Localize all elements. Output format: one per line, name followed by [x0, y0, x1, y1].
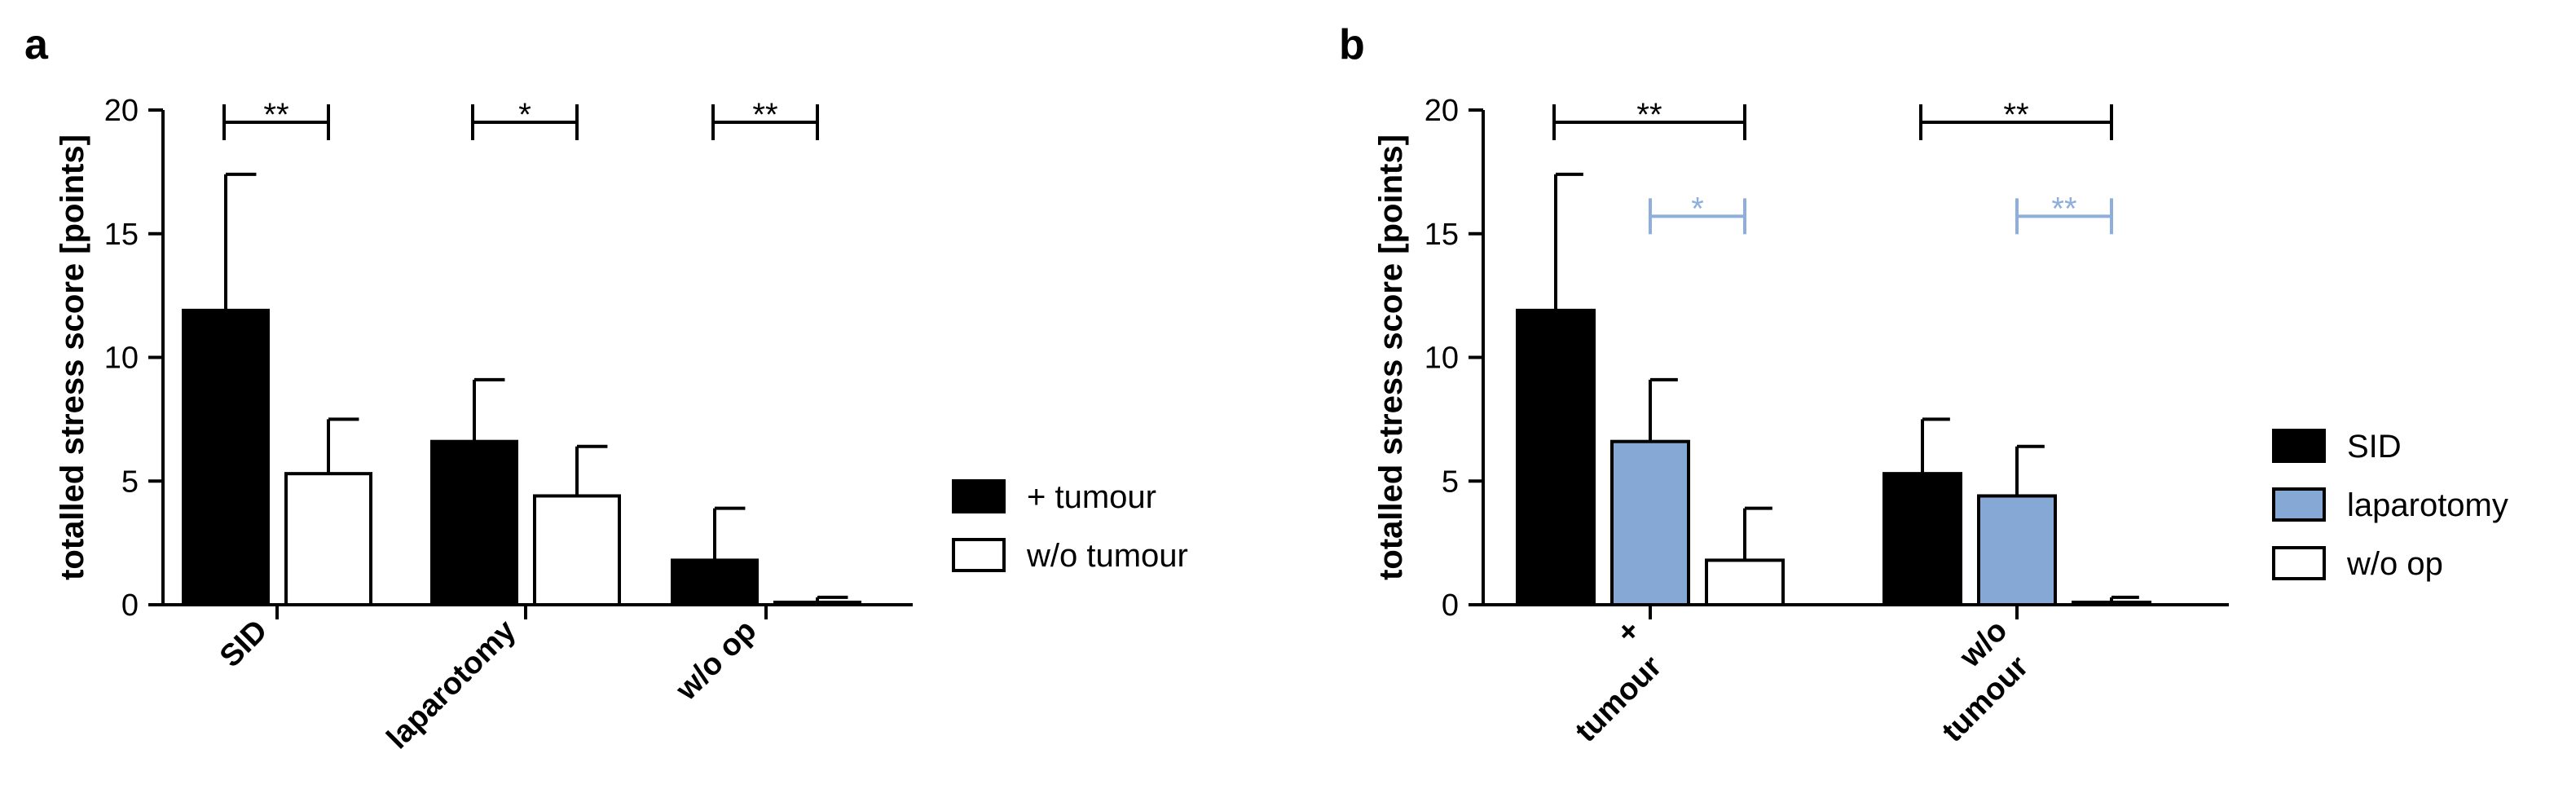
legend-label: + tumour: [1027, 479, 1156, 515]
category-label: tumour: [1569, 650, 1668, 749]
significance-bracket: *: [1649, 191, 1746, 235]
y-tick-label: 0: [121, 588, 139, 623]
bar-laparotomy-1: [1977, 494, 2057, 607]
category-label: +: [1610, 614, 1647, 650]
bar-w-o-op-1: [2072, 600, 2151, 607]
significance-bracket: **: [222, 97, 330, 140]
significance-bracket: **: [1919, 97, 2113, 140]
y-tick-label: 10: [104, 342, 139, 376]
y-tick-label: 20: [104, 94, 139, 128]
y-tick-label: 20: [1425, 94, 1459, 128]
significance-label: **: [2051, 191, 2076, 227]
legend-swatch: [2272, 487, 2326, 522]
y-tick-label: 0: [1442, 588, 1459, 623]
bar-sid-0: [1516, 308, 1596, 606]
category-label: SID: [214, 614, 275, 675]
y-tick-label: 10: [1425, 342, 1459, 376]
bar--tumour-2: [671, 558, 759, 606]
legend-entry: + tumour: [952, 479, 1156, 515]
legend-entry: laparotomy: [2272, 487, 2508, 523]
chart-panel-b: b 0 5 10 15 20 totalled stress score [points] +…: [1339, 21, 2508, 749]
panel-letter: b: [1339, 21, 1365, 68]
legend-label: w/o tumour: [1026, 538, 1188, 574]
y-axis-label: totalled stress score [points]: [1373, 134, 1409, 580]
legend-entry: w/o op: [2272, 546, 2443, 582]
significance-bracket: **: [2015, 191, 2113, 235]
category-label: w/o op: [669, 614, 763, 707]
legend-label: SID: [2347, 429, 2402, 465]
bar-w-o-tumour-1: [533, 494, 621, 607]
significance-bracket: *: [471, 97, 579, 140]
y-axis-label: totalled stress score [points]: [55, 134, 90, 580]
legend-label: w/o op: [2346, 546, 2443, 582]
legend-swatch: [952, 538, 1006, 572]
significance-label: **: [2003, 97, 2028, 133]
legend-swatch: [2272, 546, 2326, 580]
category-label: laparotomy: [381, 614, 523, 756]
legend-label: laparotomy: [2347, 487, 2508, 523]
panel-letter: a: [24, 21, 49, 68]
bar-w-o-tumour-2: [773, 600, 861, 607]
legend-entry: SID: [2272, 429, 2402, 465]
legend-swatch: [952, 479, 1006, 513]
significance-label: **: [1636, 97, 1662, 133]
significance-label: **: [752, 97, 777, 133]
bar--tumour-1: [430, 439, 518, 606]
bar-w-o-op-0: [1705, 558, 1785, 606]
significance-label: *: [518, 97, 531, 133]
y-tick-label: 5: [121, 465, 139, 499]
significance-label: **: [263, 97, 288, 133]
bar--tumour-0: [182, 308, 270, 606]
legend-entry: w/o tumour: [952, 538, 1188, 574]
legend-swatch: [2272, 429, 2326, 463]
y-tick-label: 15: [1425, 218, 1459, 252]
significance-label: *: [1691, 191, 1704, 227]
chart-panel-a: a 0 5 10 15 20 totalled stress score [points] S…: [24, 21, 1188, 756]
y-tick-label: 15: [104, 218, 139, 252]
y-tick-label: 5: [1442, 465, 1459, 499]
bar-laparotomy-0: [1610, 439, 1690, 606]
significance-bracket: **: [711, 97, 819, 140]
bar-w-o-tumour-0: [284, 472, 372, 607]
significance-bracket: **: [1552, 97, 1746, 140]
bar-sid-1: [1882, 472, 1962, 607]
